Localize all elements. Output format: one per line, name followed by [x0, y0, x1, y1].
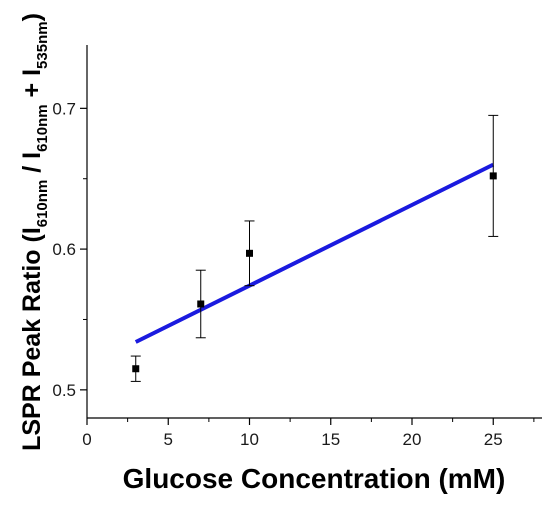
- data-point: [197, 300, 205, 308]
- x-tick-label: 5: [164, 430, 173, 449]
- y-axis-title-sub3: 535nm: [34, 21, 51, 69]
- y-axis-title-mid: / I: [18, 152, 46, 180]
- x-axis-title: Glucose Concentration (mM): [123, 463, 506, 494]
- y-tick-label: 0.6: [52, 240, 76, 259]
- x-tick-label: 15: [321, 430, 340, 449]
- data-points-layer: [130, 114, 499, 382]
- y-axis-title: LSPR Peak Ratio (I610nm / I610nm + I535n…: [18, 13, 51, 451]
- data-point: [489, 172, 497, 180]
- plot-area: [86, 45, 542, 419]
- data-point: [246, 249, 253, 257]
- y-axis-title-prefix: LSPR Peak Ratio (I: [18, 227, 46, 451]
- x-tick-label: 10: [240, 430, 259, 449]
- y-tick-label: 0.5: [52, 381, 76, 400]
- x-tick-label: 20: [403, 430, 422, 449]
- tick-labels: 0 5 10 15 20 25 0.5 0.6 0.7: [52, 99, 502, 449]
- y-tick-label: 0.7: [52, 99, 76, 118]
- y-axis-title-plus: + I: [18, 69, 46, 104]
- y-axis-title-sub2: 610nm: [34, 104, 51, 152]
- axis-ticks: [80, 107, 535, 425]
- y-axis-title-suffix: ): [18, 13, 46, 21]
- linear-fit-line: [134, 162, 495, 344]
- y-axis-title-sub1: 610nm: [34, 180, 51, 228]
- x-tick-label: 25: [484, 430, 503, 449]
- fit-line-layer: [134, 162, 495, 344]
- data-point: [132, 365, 140, 373]
- x-tick-label: 0: [82, 430, 91, 449]
